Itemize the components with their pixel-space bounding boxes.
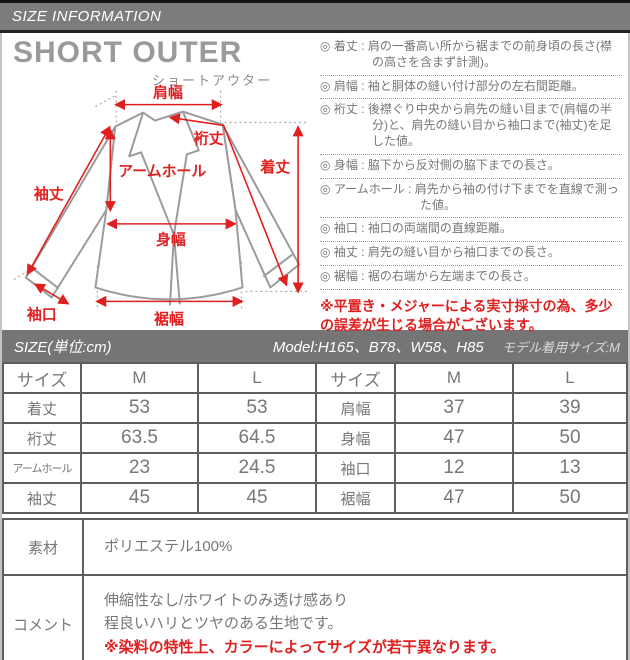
definition-desc: 袖口の両端間の直線距離。: [367, 221, 512, 236]
model-info-group: Model:H165、B78、W58、H85 モデル着用サイズ:M: [273, 336, 620, 357]
definition-item: ◎ 裾幅 : 裾の右端から左端までの長さ。: [320, 266, 622, 290]
definition-term: 袖口: [333, 221, 358, 236]
model-wearing-size: モデル着用サイズ:M: [501, 339, 620, 355]
material-value: ポリエステル100%: [82, 518, 628, 576]
comment-value: 伸縮性なし/ホワイトのみ透け感あり 程良いハリとツヤのある生地です。 ※染料の特…: [82, 574, 628, 660]
definitions-list: ◎ 着丈 : 肩の一番高い所から裾までの前身頃の長さ(襟の高さを含まず計測)。 …: [320, 36, 622, 335]
definition-item: ◎ 身幅 : 脇下から反対側の脇下までの長さ。: [320, 155, 622, 179]
definition-term: 裾幅: [333, 269, 358, 284]
column-header: サイズ: [2, 362, 82, 394]
size-unit-bar: SIZE(単位:cm) Model:H165、B78、W58、H85 モデル着用…: [2, 330, 628, 362]
comment-color-note: ※染料の特性上、カラーによってサイズが若干異なります。: [104, 638, 506, 656]
definition-item: ◎ 肩幅 : 袖と胴体の縫い付け部分の左右間距離。: [320, 76, 622, 100]
definition-desc: 後襟ぐり中央から肩先の縫い目まで(肩幅の半分)と、肩先の縫い目から袖口まで(袖丈…: [367, 102, 612, 149]
size-value-cell: 13: [512, 452, 628, 484]
size-value-cell: 50: [512, 422, 628, 454]
size-table-row: 着丈 53 53 肩幅 37 39: [2, 392, 628, 424]
diagram-label-shoulder-width: 肩幅: [153, 84, 183, 102]
definition-desc: 裾の右端から左端までの長さ。: [367, 269, 536, 284]
measure-label-cell: アームホール: [2, 452, 82, 484]
diagram-label-armhole: アームホール: [118, 163, 206, 180]
header-title: SIZE INFORMATION: [12, 8, 162, 25]
size-value-cell: 53: [80, 392, 199, 424]
definition-desc: 脇下から反対側の脇下までの長さ。: [367, 157, 560, 172]
diagram-label-hem-width: 裾幅: [154, 310, 184, 328]
column-header: L: [197, 362, 317, 394]
comment-line: 程良いハリとツヤのある生地です。: [104, 615, 343, 633]
upper-section: SHORT OUTER ショートアウター: [2, 33, 628, 333]
size-table-row: 裄丈 63.5 64.5 身幅 47 50: [2, 422, 628, 454]
comment-label: コメント: [2, 574, 84, 660]
definition-term: 裄丈: [333, 102, 358, 117]
diagram-label-cuff: 袖口: [27, 305, 57, 323]
size-value-cell: 37: [394, 392, 514, 424]
definition-item: ◎ アームホール : 肩先から袖の付け下までを直線で測った値。: [320, 179, 622, 219]
size-table-row: アームホール 23 24.5 袖口 12 13: [2, 452, 628, 484]
measure-label-cell: 裾幅: [315, 482, 396, 514]
measure-label-cell: 裄丈: [2, 422, 82, 454]
size-value-cell: 50: [512, 482, 628, 514]
size-unit-label: SIZE(単位:cm): [14, 338, 112, 356]
size-value-cell: 63.5: [80, 422, 199, 454]
definition-term: 袖丈: [333, 245, 358, 260]
measure-label-cell: 袖口: [315, 452, 396, 484]
measure-label-cell: 着丈: [2, 392, 82, 424]
size-value-cell: 12: [394, 452, 514, 484]
size-value-cell: 45: [197, 482, 317, 514]
column-header: サイズ: [315, 362, 396, 394]
size-value-cell: 64.5: [197, 422, 317, 454]
measure-label-cell: 袖丈: [2, 482, 82, 514]
diagram-label-sleeve-length: 袖丈: [34, 185, 64, 203]
comment-line: 伸縮性なし/ホワイトのみ透け感あり: [104, 592, 349, 610]
garment-measurement-diagram: 肩幅 裄丈 アームホール 着丈 袖丈 身幅 袖口 裾幅: [13, 84, 310, 328]
material-row: 素材 ポリエステル100%: [2, 518, 628, 576]
content-area: SHORT OUTER ショートアウター: [0, 33, 630, 660]
diagram-label-sleeve-total: 裄丈: [193, 129, 224, 147]
measurement-disclaimer: ※平置き・メジャーによる実寸採寸の為、多少の誤差が生じる場合がございます。: [320, 297, 613, 333]
definition-item: ◎ 裄丈 : 後襟ぐり中央から肩先の縫い目まで(肩幅の半分)と、肩先の縫い目から…: [320, 99, 622, 155]
model-measurements: Model:H165、B78、W58、H85: [272, 338, 484, 356]
jacket-outline: [24, 110, 301, 306]
column-header: M: [80, 362, 199, 394]
top-black-line: [0, 0, 630, 3]
size-value-cell: 23: [80, 452, 199, 484]
size-value-cell: 47: [394, 422, 514, 454]
definition-term: アームホール: [333, 181, 405, 196]
product-title: SHORT OUTER: [13, 36, 243, 69]
material-comment-table: 素材 ポリエステル100% コメント 伸縮性なし/ホワイトのみ透け感あり 程良い…: [2, 518, 628, 660]
definition-item: ◎ 袖丈 : 肩先の縫い目から袖口までの長さ。: [320, 242, 622, 267]
size-value-cell: 45: [80, 482, 199, 514]
column-header: L: [512, 362, 628, 394]
product-subtitle: ショートアウター: [152, 73, 273, 88]
size-value-cell: 39: [512, 392, 628, 424]
definition-term: 肩幅: [333, 78, 358, 93]
column-header: M: [394, 362, 514, 394]
definition-item: ◎ 着丈 : 肩の一番高い所から裾までの前身頃の長さ(襟の高さを含まず計測)。: [320, 36, 622, 76]
size-table-row: 袖丈 45 45 裾幅 47 50: [2, 482, 628, 514]
definition-term: 身幅: [333, 157, 358, 172]
measure-label-cell: 身幅: [315, 422, 396, 454]
size-table-header-row: サイズ M L サイズ M L: [2, 362, 628, 394]
definition-term: 着丈: [333, 39, 358, 53]
definition-item: ◎ 袖口 : 袖口の両端間の直線距離。: [320, 218, 622, 243]
size-value-cell: 47: [394, 482, 514, 514]
header-bar: SIZE INFORMATION: [0, 3, 630, 33]
comment-row: コメント 伸縮性なし/ホワイトのみ透け感あり 程良いハリとツヤのある生地です。 …: [2, 574, 628, 660]
measure-label-cell: 肩幅: [315, 392, 396, 424]
size-value-cell: 53: [197, 392, 317, 424]
definition-desc: 肩の一番高い所から裾までの前身頃の長さ(襟の高さを含まず計測)。: [367, 39, 612, 69]
size-value-cell: 24.5: [197, 452, 317, 484]
diagram-label-body-width: 身幅: [156, 231, 186, 249]
diagram-label-body-length: 着丈: [259, 158, 290, 176]
definition-desc: 肩先の縫い目から袖口までの長さ。: [367, 245, 560, 260]
definition-desc: 袖と胴体の縫い付け部分の左右間距離。: [367, 78, 584, 93]
definition-desc: 肩先から袖の付け下までを直線で測った値。: [414, 181, 619, 212]
size-table: サイズ M L サイズ M L 着丈 53 53 肩幅 37 39 裄丈 63.…: [2, 362, 628, 514]
material-label: 素材: [2, 518, 84, 576]
measurement-arrows: [26, 99, 304, 307]
